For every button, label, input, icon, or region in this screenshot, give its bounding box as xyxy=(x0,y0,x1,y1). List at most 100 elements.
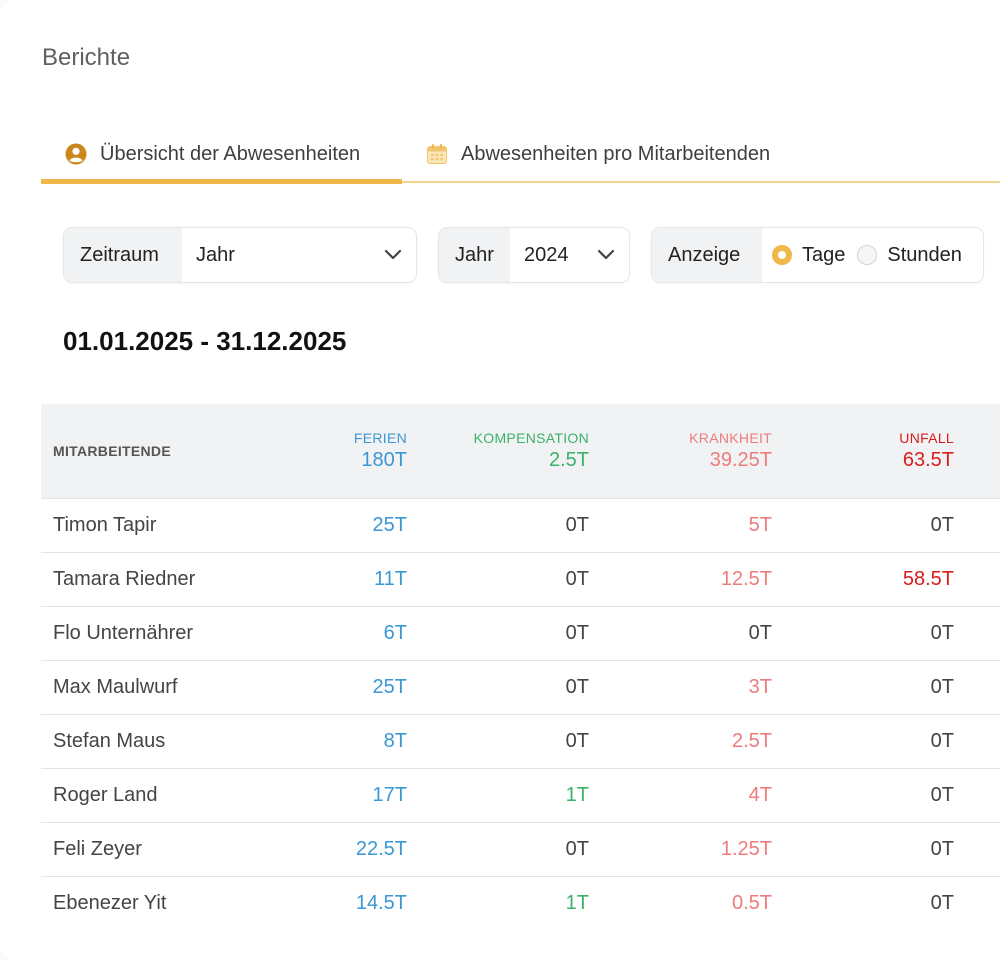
employee-name: Timon Tapir xyxy=(41,498,253,553)
cell-unfall: 0T xyxy=(772,660,954,715)
column-header-unfall[interactable]: UNFALL 63.5T xyxy=(772,404,954,499)
row-spacer xyxy=(954,876,1000,930)
active-tab-indicator xyxy=(41,179,402,184)
tab-bar: Übersicht der Abwesenheiten Abwesenheite… xyxy=(41,124,1000,184)
employee-name: Stefan Maus xyxy=(41,714,253,769)
user-circle-icon xyxy=(65,143,87,165)
radio-option-hours[interactable]: Stunden xyxy=(857,244,962,267)
date-range: 01.01.2025 - 31.12.2025 xyxy=(63,326,347,356)
cell-ferien: 22.5T xyxy=(253,822,407,877)
cell-unfall: 0T xyxy=(772,876,954,930)
employee-name: Feli Zeyer xyxy=(41,822,253,877)
row-spacer xyxy=(954,606,1000,661)
cell-kompensation: 0T xyxy=(407,660,589,715)
cell-krankheit: 5T xyxy=(589,498,772,553)
period-select[interactable]: Jahr xyxy=(182,228,416,282)
cell-ferien: 14.5T xyxy=(253,876,407,930)
tab-label: Übersicht der Abwesenheiten xyxy=(100,142,361,165)
year-select[interactable]: 2024 xyxy=(510,228,629,282)
cell-ferien: 25T xyxy=(253,660,407,715)
period-filter[interactable]: Zeitraum Jahr xyxy=(63,227,417,283)
page-title: Berichte xyxy=(42,44,131,71)
radio-checked-icon xyxy=(772,245,792,265)
cell-krankheit: 0T xyxy=(589,606,772,661)
employee-name: Max Maulwurf xyxy=(41,660,253,715)
column-total: 39.25T xyxy=(709,449,772,471)
table-row[interactable]: Feli Zeyer 22.5T 0T 1.25T 0T xyxy=(41,822,1000,877)
column-total: 2.5T xyxy=(548,449,589,471)
cell-krankheit: 0.5T xyxy=(589,876,772,930)
display-radio-group: Tage Stunden xyxy=(762,228,983,282)
radio-unchecked-icon xyxy=(857,245,878,265)
cell-unfall: 0T xyxy=(772,606,954,661)
period-select-value: Jahr xyxy=(196,243,235,266)
row-spacer xyxy=(954,822,1000,877)
table-row[interactable]: Ebenezer Yit 14.5T 1T 0.5T 0T xyxy=(41,876,1000,930)
row-spacer xyxy=(954,552,1000,607)
cell-krankheit: 3T xyxy=(589,660,772,715)
cell-ferien: 8T xyxy=(253,714,407,769)
table-header-row: MITARBEITENDE FERIEN 180T KOMPENSATION 2… xyxy=(41,404,1000,499)
absence-table: MITARBEITENDE FERIEN 180T KOMPENSATION 2… xyxy=(41,404,1000,930)
table-row[interactable]: Roger Land 17T 1T 4T 0T xyxy=(41,768,1000,823)
column-header-kompensation[interactable]: KOMPENSATION 2.5T xyxy=(407,404,589,499)
cell-ferien: 11T xyxy=(253,552,407,607)
tab-absence-per-employee[interactable]: Abwesenheiten pro Mitarbeitenden xyxy=(402,124,770,184)
cell-kompensation: 1T xyxy=(407,876,589,930)
cell-unfall: 0T xyxy=(772,714,954,769)
cell-kompensation: 0T xyxy=(407,498,589,553)
table-row[interactable]: Max Maulwurf 25T 0T 3T 0T xyxy=(41,660,1000,715)
employee-name: Ebenezer Yit xyxy=(41,876,253,930)
row-spacer xyxy=(954,714,1000,769)
calendar-icon xyxy=(426,143,448,165)
chevron-down-icon xyxy=(597,249,615,260)
table-row[interactable]: Flo Unternährer 6T 0T 0T 0T xyxy=(41,606,1000,661)
cell-krankheit: 2.5T xyxy=(589,714,772,769)
column-header-krankheit[interactable]: KRANKHEIT 39.25T xyxy=(589,404,772,499)
cell-krankheit: 4T xyxy=(589,768,772,823)
row-spacer xyxy=(954,498,1000,553)
display-filter-label: Anzeige xyxy=(652,228,762,282)
column-total: 180T xyxy=(361,449,407,471)
cell-kompensation: 0T xyxy=(407,714,589,769)
tab-label: Abwesenheiten pro Mitarbeitenden xyxy=(461,142,771,165)
year-filter-label: Jahr xyxy=(439,228,510,282)
year-select-value: 2024 xyxy=(524,243,569,266)
cell-krankheit: 1.25T xyxy=(589,822,772,877)
column-header-ferien[interactable]: FERIEN 180T xyxy=(253,404,407,499)
column-header-employee[interactable]: MITARBEITENDE xyxy=(53,443,171,459)
cell-kompensation: 0T xyxy=(407,606,589,661)
cell-unfall: 0T xyxy=(772,498,954,553)
cell-ferien: 6T xyxy=(253,606,407,661)
display-filter: Anzeige Tage Stunden xyxy=(651,227,984,283)
table-row[interactable]: Tamara Riedner 11T 0T 12.5T 58.5T xyxy=(41,552,1000,607)
column-total: 63.5T xyxy=(902,449,954,471)
period-filter-label: Zeitraum xyxy=(64,228,182,282)
employee-name: Roger Land xyxy=(41,768,253,823)
cell-ferien: 17T xyxy=(253,768,407,823)
row-spacer xyxy=(954,660,1000,715)
table-row[interactable]: Stefan Maus 8T 0T 2.5T 0T xyxy=(41,714,1000,769)
chevron-down-icon xyxy=(384,249,402,260)
tab-underline xyxy=(41,181,1000,183)
year-filter[interactable]: Jahr 2024 xyxy=(438,227,630,283)
cell-kompensation: 0T xyxy=(407,552,589,607)
radio-label-days: Tage xyxy=(802,243,846,266)
employee-name: Flo Unternährer xyxy=(41,606,253,661)
cell-unfall: 58.5T xyxy=(772,552,954,607)
column-header-spacer xyxy=(954,404,1000,499)
column-label: KOMPENSATION xyxy=(473,430,589,446)
cell-ferien: 25T xyxy=(253,498,407,553)
cell-kompensation: 0T xyxy=(407,822,589,877)
cell-krankheit: 12.5T xyxy=(589,552,772,607)
cell-kompensation: 1T xyxy=(407,768,589,823)
column-label: UNFALL xyxy=(899,430,954,446)
cell-unfall: 0T xyxy=(772,768,954,823)
table-row[interactable]: Timon Tapir 25T 0T 5T 0T xyxy=(41,498,1000,553)
radio-label-hours: Stunden xyxy=(887,243,962,266)
column-label: FERIEN xyxy=(353,430,407,446)
column-label: KRANKHEIT xyxy=(689,430,772,446)
tab-absence-overview[interactable]: Übersicht der Abwesenheiten xyxy=(41,124,402,184)
radio-option-days[interactable]: Tage xyxy=(772,244,845,267)
employee-name: Tamara Riedner xyxy=(41,552,253,607)
